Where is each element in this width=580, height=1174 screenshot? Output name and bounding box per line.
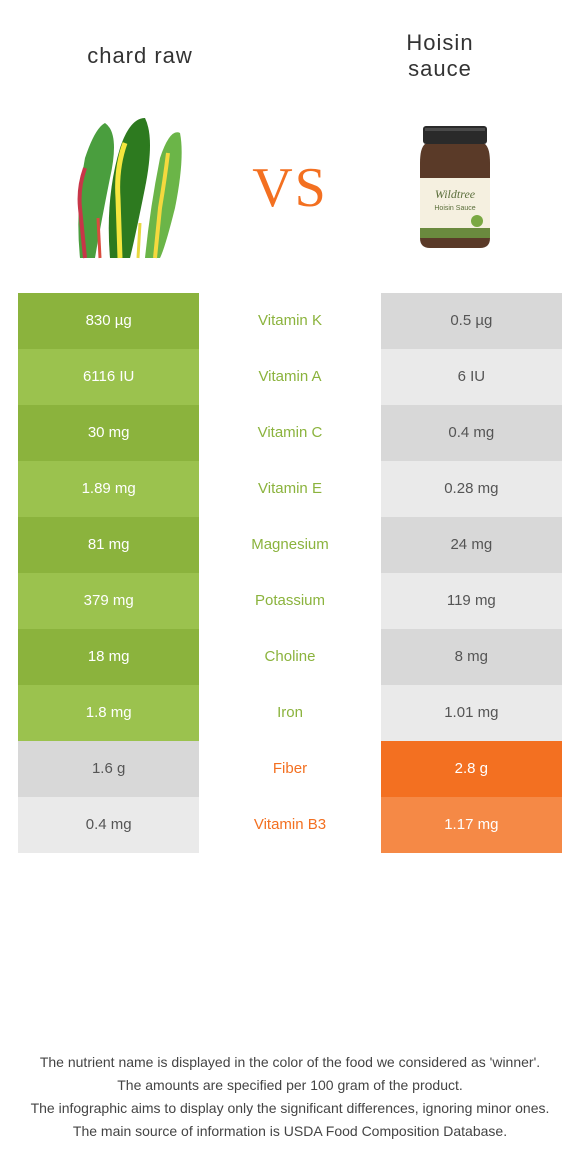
- right-value-cell: 6 IU: [381, 349, 562, 405]
- footer-line-4: The main source of information is USDA F…: [30, 1121, 550, 1142]
- footer-notes: The nutrient name is displayed in the co…: [30, 1052, 550, 1144]
- nutrient-name-cell: Iron: [199, 685, 380, 741]
- table-row: 18 mgCholine8 mg: [18, 629, 562, 685]
- nutrient-name-cell: Vitamin A: [199, 349, 380, 405]
- svg-text:Wildtree: Wildtree: [435, 187, 476, 201]
- header: chard raw Hoisin sauce: [0, 0, 580, 93]
- comparison-table: 830 µgVitamin K0.5 µg6116 IUVitamin A6 I…: [18, 293, 562, 853]
- left-value-cell: 18 mg: [18, 629, 199, 685]
- right-value-cell: 8 mg: [381, 629, 562, 685]
- nutrient-name-cell: Choline: [199, 629, 380, 685]
- chard-icon: [50, 108, 200, 268]
- table-row: 830 µgVitamin K0.5 µg: [18, 293, 562, 349]
- vs-label: VS: [252, 156, 328, 220]
- left-food-title: chard raw: [50, 43, 230, 69]
- left-value-cell: 30 mg: [18, 405, 199, 461]
- nutrient-name-cell: Potassium: [199, 573, 380, 629]
- table-body: 830 µgVitamin K0.5 µg6116 IUVitamin A6 I…: [18, 293, 562, 853]
- right-value-cell: 0.5 µg: [381, 293, 562, 349]
- left-value-cell: 6116 IU: [18, 349, 199, 405]
- footer-line-3: The infographic aims to display only the…: [30, 1098, 550, 1119]
- table-row: 1.6 gFiber2.8 g: [18, 741, 562, 797]
- left-value-cell: 81 mg: [18, 517, 199, 573]
- left-value-cell: 1.8 mg: [18, 685, 199, 741]
- right-food-title: Hoisin sauce: [350, 30, 530, 83]
- table-row: 6116 IUVitamin A6 IU: [18, 349, 562, 405]
- footer-line-2: The amounts are specified per 100 gram o…: [30, 1075, 550, 1096]
- left-value-cell: 1.6 g: [18, 741, 199, 797]
- table-row: 1.89 mgVitamin E0.28 mg: [18, 461, 562, 517]
- left-value-cell: 0.4 mg: [18, 797, 199, 853]
- right-value-cell: 1.17 mg: [381, 797, 562, 853]
- nutrient-name-cell: Vitamin B3: [199, 797, 380, 853]
- hoisin-jar-icon: Wildtree Hoisin Sauce: [395, 118, 515, 258]
- left-value-cell: 379 mg: [18, 573, 199, 629]
- right-title-line2: sauce: [408, 56, 472, 81]
- right-value-cell: 2.8 g: [381, 741, 562, 797]
- right-title-line1: Hoisin: [406, 30, 473, 55]
- table-row: 30 mgVitamin C0.4 mg: [18, 405, 562, 461]
- footer-line-1: The nutrient name is displayed in the co…: [30, 1052, 550, 1073]
- nutrient-name-cell: Fiber: [199, 741, 380, 797]
- nutrient-name-cell: Magnesium: [199, 517, 380, 573]
- nutrient-name-cell: Vitamin C: [199, 405, 380, 461]
- svg-text:Hoisin Sauce: Hoisin Sauce: [434, 205, 475, 212]
- left-value-cell: 1.89 mg: [18, 461, 199, 517]
- left-food-image: [40, 103, 210, 273]
- right-value-cell: 24 mg: [381, 517, 562, 573]
- table-row: 0.4 mgVitamin B31.17 mg: [18, 797, 562, 853]
- right-value-cell: 1.01 mg: [381, 685, 562, 741]
- table-row: 1.8 mgIron1.01 mg: [18, 685, 562, 741]
- table-row: 81 mgMagnesium24 mg: [18, 517, 562, 573]
- table-row: 379 mgPotassium119 mg: [18, 573, 562, 629]
- left-value-cell: 830 µg: [18, 293, 199, 349]
- right-value-cell: 0.28 mg: [381, 461, 562, 517]
- right-value-cell: 0.4 mg: [381, 405, 562, 461]
- nutrient-name-cell: Vitamin K: [199, 293, 380, 349]
- right-food-image: Wildtree Hoisin Sauce: [370, 103, 540, 273]
- right-value-cell: 119 mg: [381, 573, 562, 629]
- images-row: VS Wildtree Hoisin Sauce: [0, 93, 580, 293]
- nutrient-name-cell: Vitamin E: [199, 461, 380, 517]
